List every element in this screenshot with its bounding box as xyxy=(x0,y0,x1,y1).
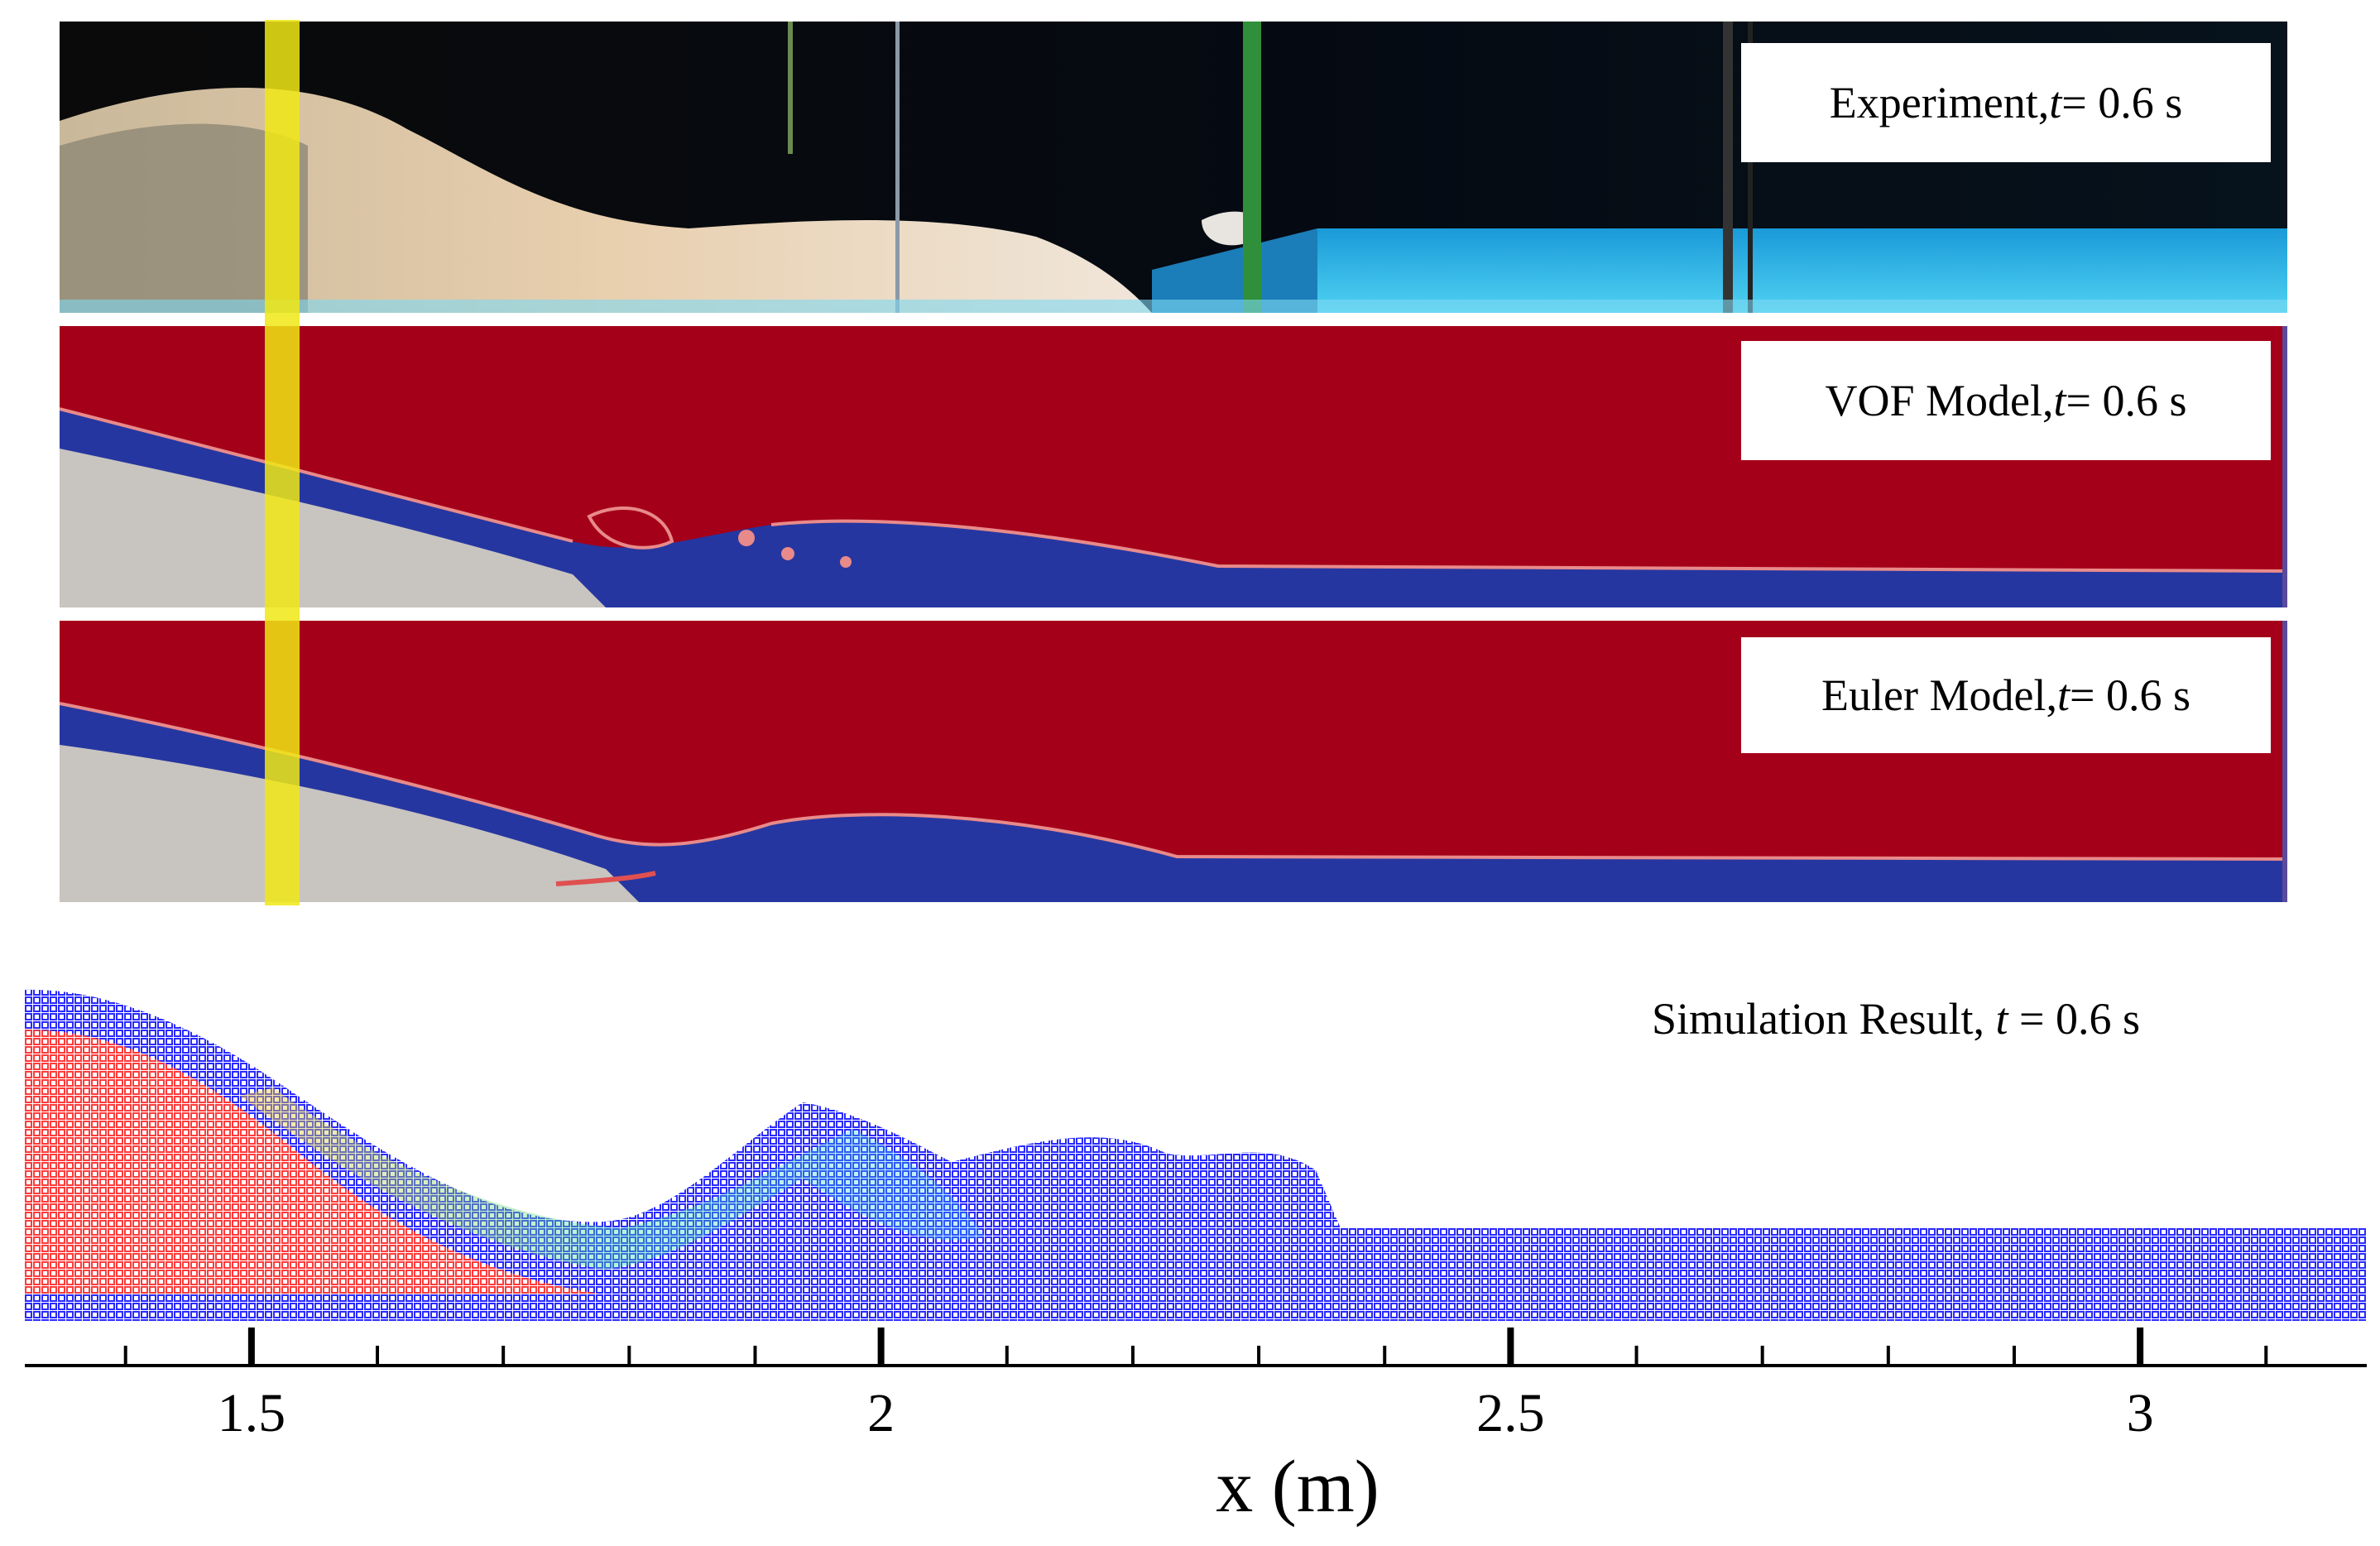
x-tick-label: 2 xyxy=(867,1383,895,1443)
simulation-panel xyxy=(25,980,2367,1321)
reference-marker xyxy=(265,20,300,905)
experiment-label-value: = 0.6 s xyxy=(2061,78,2183,127)
euler-label-var: t xyxy=(2056,670,2070,720)
simulation-label: Simulation Result, t = 0.6 s xyxy=(1652,993,2140,1044)
x-axis xyxy=(25,1328,2367,1367)
simulation-label-value: = 0.6 s xyxy=(2008,994,2141,1044)
experiment-label-prefix: Experiment, xyxy=(1829,78,2050,127)
experiment-label: Experiment, t = 0.6 s xyxy=(1741,43,2271,162)
simulation-label-prefix: Simulation Result, xyxy=(1652,994,1996,1044)
vof-label: VOF Model, t = 0.6 s xyxy=(1741,341,2271,460)
vof-label-value: = 0.6 s xyxy=(2066,376,2187,425)
x-tick-label: 2.5 xyxy=(1476,1383,1545,1443)
experiment-label-var: t xyxy=(2049,78,2062,127)
vof-label-var: t xyxy=(2053,376,2066,425)
vof-label-prefix: VOF Model, xyxy=(1825,376,2054,425)
euler-label-prefix: Euler Model, xyxy=(1821,670,2057,720)
x-axis-title: x (m) xyxy=(1216,1446,1380,1528)
x-tick-label: 3 xyxy=(2126,1383,2154,1443)
euler-label-value: = 0.6 s xyxy=(2069,670,2190,720)
euler-label: Euler Model, t = 0.6 s xyxy=(1741,637,2271,753)
simulation-label-var: t xyxy=(1995,994,2008,1044)
x-tick-label: 1.5 xyxy=(217,1383,286,1443)
vof-panel xyxy=(60,326,2287,607)
